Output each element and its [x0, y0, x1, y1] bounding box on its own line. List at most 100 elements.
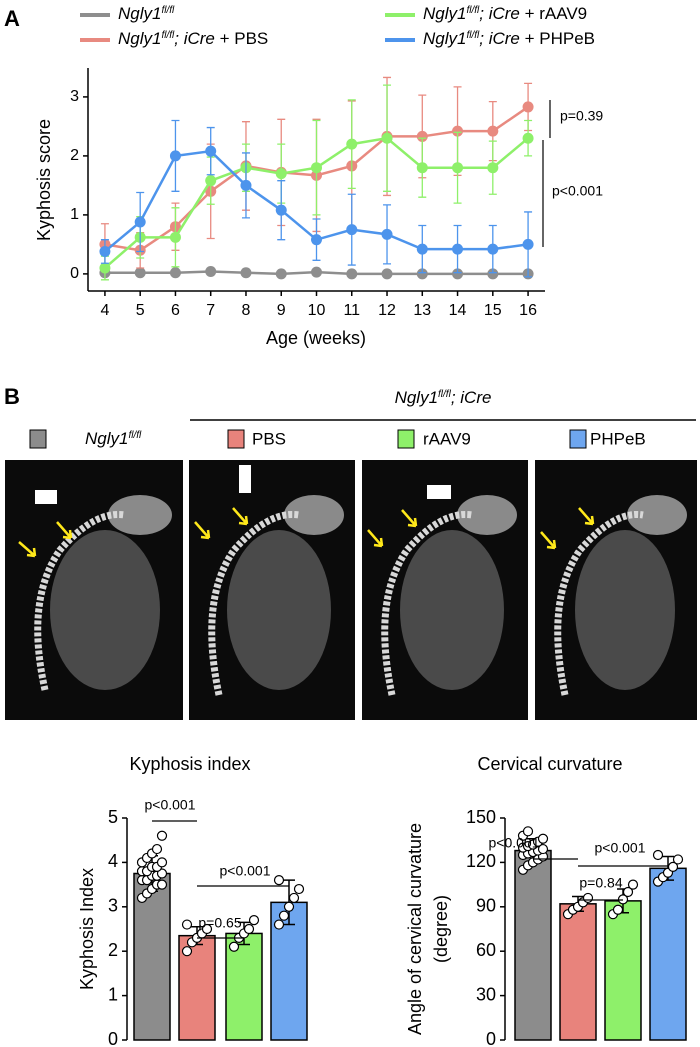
annotation: p<0.001 [489, 835, 540, 851]
legend-label: Ngly1fl/fl; iCre + PHPeB [423, 29, 595, 48]
data-point [452, 243, 464, 255]
x-axis-label: Age (weeks) [266, 328, 366, 348]
data-point [582, 892, 594, 904]
legend-label: rAAV9 [423, 429, 471, 448]
x-tick-label: 14 [449, 302, 467, 319]
data-point [99, 262, 111, 274]
data-point [248, 915, 260, 926]
legend-swatch [29, 429, 47, 449]
legend-swatch [569, 429, 587, 449]
x-tick-label: 6 [171, 302, 180, 319]
data-point [288, 892, 300, 904]
data-point [205, 145, 217, 157]
y-tick-label: 4 [108, 851, 118, 871]
x-tick-label: 13 [413, 302, 431, 319]
y-tick-label: 2 [70, 147, 79, 164]
legend-label: PBS [252, 429, 286, 448]
x-ray-image [189, 460, 355, 720]
x-ray-images [5, 460, 697, 720]
annotation: p<0.001 [595, 840, 646, 856]
data-point [156, 868, 168, 879]
data-point [627, 879, 639, 890]
x-tick-label: 7 [206, 302, 215, 319]
x-tick-label: 16 [519, 302, 537, 319]
panel-label: A [4, 6, 20, 31]
data-point [416, 243, 428, 255]
data-point [487, 125, 499, 137]
data-point [134, 267, 146, 279]
data-point [275, 268, 287, 280]
data-point [346, 224, 358, 236]
legend-swatch [227, 429, 245, 449]
data-point [273, 919, 285, 930]
x-tick-label: 8 [242, 302, 251, 319]
x-tick-label: 15 [484, 302, 502, 319]
y-axis-label: (degree) [431, 895, 451, 963]
annotation: p=0.39 [560, 108, 603, 124]
y-tick-label: 90 [476, 896, 496, 916]
data-point [667, 861, 679, 872]
data-point [311, 266, 322, 278]
data-point [652, 849, 664, 861]
data-point [243, 923, 255, 935]
y-tick-label: 150 [466, 807, 496, 827]
y-tick-label: 120 [466, 851, 496, 871]
bar [559, 903, 597, 1041]
data-point [487, 268, 499, 280]
x-tick-label: 11 [343, 302, 360, 319]
annotation: p=0.84 [579, 875, 622, 891]
data-point [240, 267, 252, 279]
y-axis-label: Kyphosis Index [77, 868, 97, 990]
y-tick-label: 3 [108, 896, 118, 916]
data-point [346, 268, 358, 280]
legend-label: Ngly1fl/fl; iCre + rAAV9 [423, 4, 587, 23]
data-point [487, 162, 499, 174]
data-point [381, 132, 393, 144]
data-point [201, 923, 213, 935]
chart-title: Cervical curvature [477, 754, 622, 774]
data-point [228, 941, 240, 952]
x-ray-image [5, 460, 183, 720]
y-tick-label: 1 [108, 984, 118, 1004]
bar [649, 867, 687, 1041]
y-tick-label: 1 [70, 206, 79, 223]
data-point [522, 826, 534, 837]
data-point [416, 130, 428, 142]
y-axis-label: Angle of cervical curvature [405, 823, 425, 1035]
legend-label: Ngly1fl/fl​ [118, 4, 175, 23]
data-point [311, 234, 322, 246]
data-point [240, 179, 252, 191]
annotation: p=0.65 [198, 915, 241, 931]
y-tick-label: 0 [70, 265, 79, 282]
data-point [452, 162, 464, 174]
data-point [381, 228, 393, 240]
chart-title: Kyphosis index [129, 754, 250, 774]
legend-label: Ngly1fl/fl; iCre + PBS [118, 29, 268, 48]
annotation: p<0.001 [220, 863, 271, 879]
data-point [278, 910, 290, 921]
data-point [181, 946, 193, 957]
x-tick-label: 12 [378, 302, 396, 319]
data-point [169, 150, 181, 162]
data-point [452, 125, 464, 137]
data-point [672, 854, 684, 865]
data-point [169, 231, 181, 243]
y-tick-label: 2 [108, 940, 118, 960]
data-point [151, 843, 163, 855]
data-point [156, 857, 168, 868]
data-point [416, 162, 428, 174]
data-point [612, 904, 624, 915]
data-point [205, 175, 217, 187]
y-tick-label: 0 [486, 1029, 496, 1047]
data-point [522, 101, 534, 113]
data-point [416, 268, 428, 280]
x-tick-label: 5 [136, 302, 145, 319]
data-point [293, 883, 305, 895]
x-ray-image [535, 460, 697, 720]
y-tick-label: 5 [108, 807, 118, 827]
x-tick-label: 9 [277, 302, 286, 319]
legend-swatch [397, 429, 415, 449]
data-point [452, 268, 464, 280]
data-point [273, 875, 285, 886]
